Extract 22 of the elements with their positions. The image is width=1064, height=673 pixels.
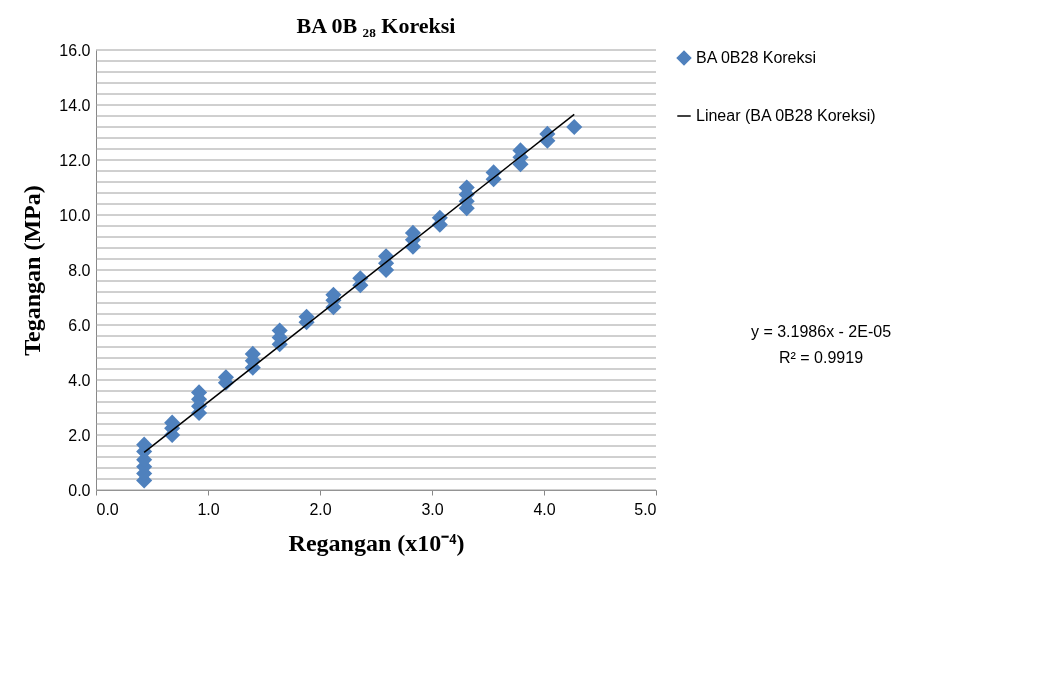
- x-tick-label: 2.0: [309, 500, 332, 518]
- x-axis-title: Regangan (x10⁻⁴): [288, 529, 465, 556]
- x-tick-label: 5.0: [634, 500, 657, 518]
- y-axis-title: Tegangan (MPa): [19, 185, 46, 356]
- x-tick-label: 1.0: [197, 500, 220, 518]
- y-tick-label: 0.0: [68, 481, 91, 499]
- y-tick-label: 10.0: [59, 206, 91, 224]
- y-tick-label: 2.0: [68, 426, 91, 444]
- text: y = 3.1986x - 2E-05: [750, 322, 892, 340]
- y-tick-label: 14.0: [59, 96, 91, 114]
- y-tick-label: 16.0: [59, 41, 91, 59]
- x-tick-label: 4.0: [533, 500, 556, 518]
- chart-title: BA 0B ₂₈ Koreksi: [296, 13, 456, 38]
- y-tick-label: 12.0: [59, 151, 91, 169]
- x-tick-label: 3.0: [421, 500, 444, 518]
- y-tick-label: 4.0: [68, 371, 91, 389]
- y-tick-label: 8.0: [68, 261, 91, 279]
- text: R² = 0.9919: [778, 348, 864, 366]
- y-tick-label: 6.0: [68, 316, 91, 334]
- legend-label: Linear (BA 0B28 Koreksi): [696, 107, 876, 124]
- x-tick-label: 0.0: [96, 500, 119, 518]
- legend-label: BA 0B28 Koreksi: [696, 49, 817, 66]
